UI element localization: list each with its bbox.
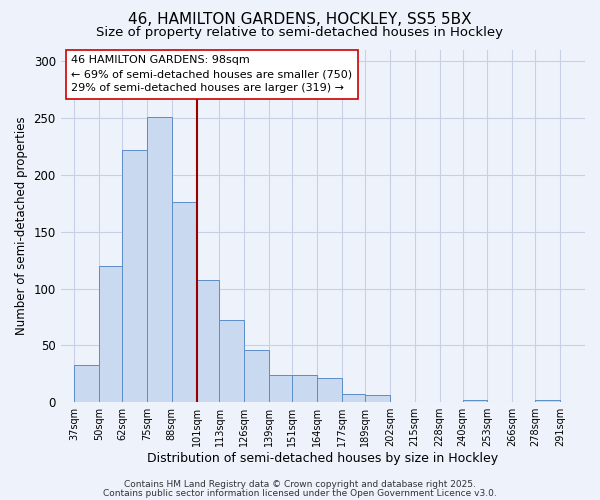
Bar (220, 320, 244, 402)
Y-axis label: Number of semi-detached properties: Number of semi-detached properties (15, 117, 28, 336)
Text: 46, HAMILTON GARDENS, HOCKLEY, SS5 5BX: 46, HAMILTON GARDENS, HOCKLEY, SS5 5BX (128, 12, 472, 28)
Bar (172, 202, 197, 402)
Bar (342, 394, 365, 402)
Text: Contains HM Land Registry data © Crown copyright and database right 2025.: Contains HM Land Registry data © Crown c… (124, 480, 476, 489)
Bar (74, 364, 99, 402)
Bar (292, 375, 317, 402)
Bar (463, 400, 487, 402)
Bar (365, 396, 390, 402)
Text: 46 HAMILTON GARDENS: 98sqm
← 69% of semi-detached houses are smaller (750)
29% o: 46 HAMILTON GARDENS: 98sqm ← 69% of semi… (71, 56, 352, 94)
Bar (197, 280, 220, 402)
Bar (99, 266, 122, 402)
Bar (244, 350, 269, 402)
Bar (317, 378, 342, 402)
Text: Size of property relative to semi-detached houses in Hockley: Size of property relative to semi-detach… (97, 26, 503, 39)
Text: Contains public sector information licensed under the Open Government Licence v3: Contains public sector information licen… (103, 489, 497, 498)
Bar (122, 150, 147, 402)
Bar (269, 375, 292, 402)
Bar (535, 400, 560, 402)
X-axis label: Distribution of semi-detached houses by size in Hockley: Distribution of semi-detached houses by … (147, 452, 499, 465)
Bar (147, 117, 172, 402)
